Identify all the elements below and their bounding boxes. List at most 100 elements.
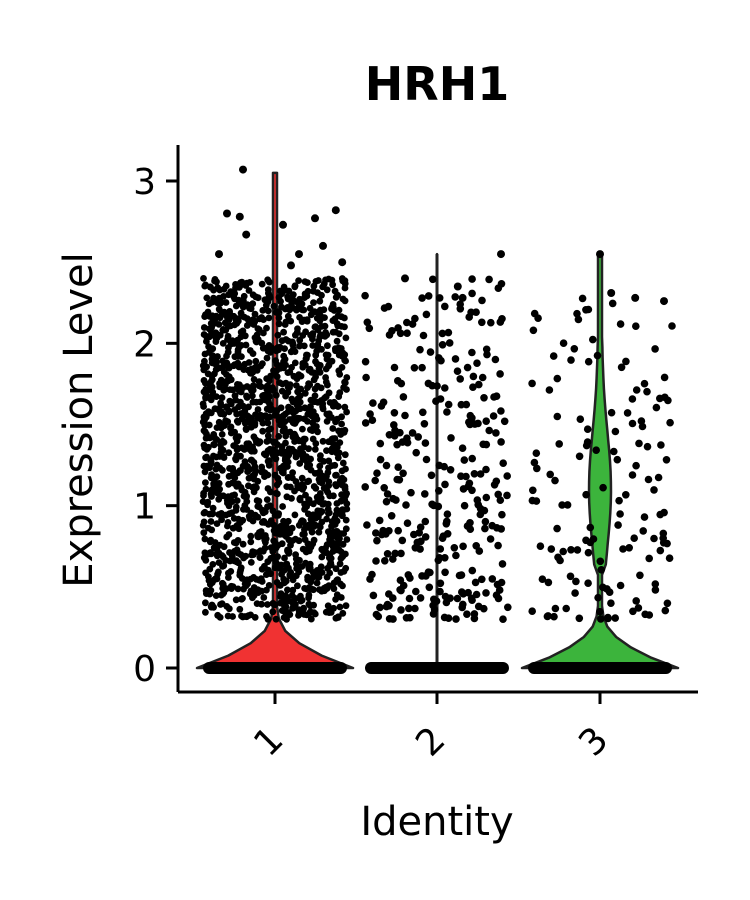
data-point [253,331,261,339]
data-point [328,462,336,469]
data-point [444,328,453,337]
data-point [239,595,246,602]
data-point [246,279,254,286]
data-point [489,412,498,420]
data-point [224,493,232,501]
data-point [250,376,258,383]
data-point [254,533,262,541]
data-point [398,536,407,545]
data-point [252,357,260,365]
data-point [253,497,261,504]
data-point [318,553,326,561]
data-point [656,394,664,403]
data-point [224,522,231,530]
data-point [464,588,473,597]
data-point [286,428,294,436]
data-point [273,481,281,489]
data-point [304,573,311,581]
data-point [199,362,207,370]
data-point [632,386,641,394]
data-point [332,565,340,573]
data-point [528,607,536,615]
data-point [373,469,381,478]
data-point [363,521,371,529]
data-point [571,589,579,597]
data-point [215,568,222,576]
data-point [278,570,285,578]
data-point [483,350,491,359]
data-point [656,510,664,519]
data-point [243,506,251,513]
data-point [254,325,262,332]
data-point [453,594,462,603]
data-point [300,443,308,451]
data-point [314,344,322,352]
data-point [441,568,449,577]
data-point [475,380,483,389]
data-point [438,341,447,349]
data-point [293,382,300,389]
data-point [299,425,306,433]
data-point [380,484,389,492]
data-point [592,446,600,455]
data-point [399,393,408,401]
data-point [305,600,313,608]
data-point [263,414,271,422]
data-point [338,491,345,499]
data-point [416,594,425,602]
data-point [458,444,467,453]
data-point [305,591,313,599]
data-point [338,420,345,428]
data-point [657,441,665,449]
data-point [207,409,215,417]
data-point [213,489,221,497]
data-point [215,250,223,259]
data-point [276,365,284,372]
data-point [390,421,398,429]
data-point [403,329,411,338]
data-point [468,289,476,298]
data-point [644,475,653,484]
data-point [208,372,216,380]
data-point [660,297,668,306]
data-point [550,612,558,621]
data-point [233,417,241,425]
data-point [607,408,616,417]
data-point [307,615,315,623]
data-point [475,547,484,555]
data-point [246,304,253,312]
data-point [201,508,209,516]
data-point [617,363,626,372]
data-point [213,545,221,553]
data-point [666,418,674,427]
data-point [278,303,285,311]
data-point [308,528,316,536]
data-point [249,350,257,357]
data-point [546,470,554,479]
data-point [396,428,404,437]
data-point [232,596,240,604]
y-axis-label: Expression Level [56,252,102,587]
data-point [632,597,640,605]
data-point [421,439,430,447]
data-point [217,591,225,599]
data-point [331,545,339,553]
data-point [318,508,326,515]
data-point [632,322,640,331]
data-point [296,314,303,321]
data-point [223,209,231,218]
data-point [223,603,231,610]
data-point [260,450,268,458]
data-point [300,605,307,613]
data-point [652,403,661,412]
data-point [651,580,660,588]
data-point [544,612,552,620]
data-point [329,444,337,452]
data-point [361,483,370,491]
data-point [436,395,445,403]
data-point [559,339,568,348]
x-tick-label: 1 [246,719,291,764]
data-point [251,310,259,318]
data-point [289,341,297,349]
